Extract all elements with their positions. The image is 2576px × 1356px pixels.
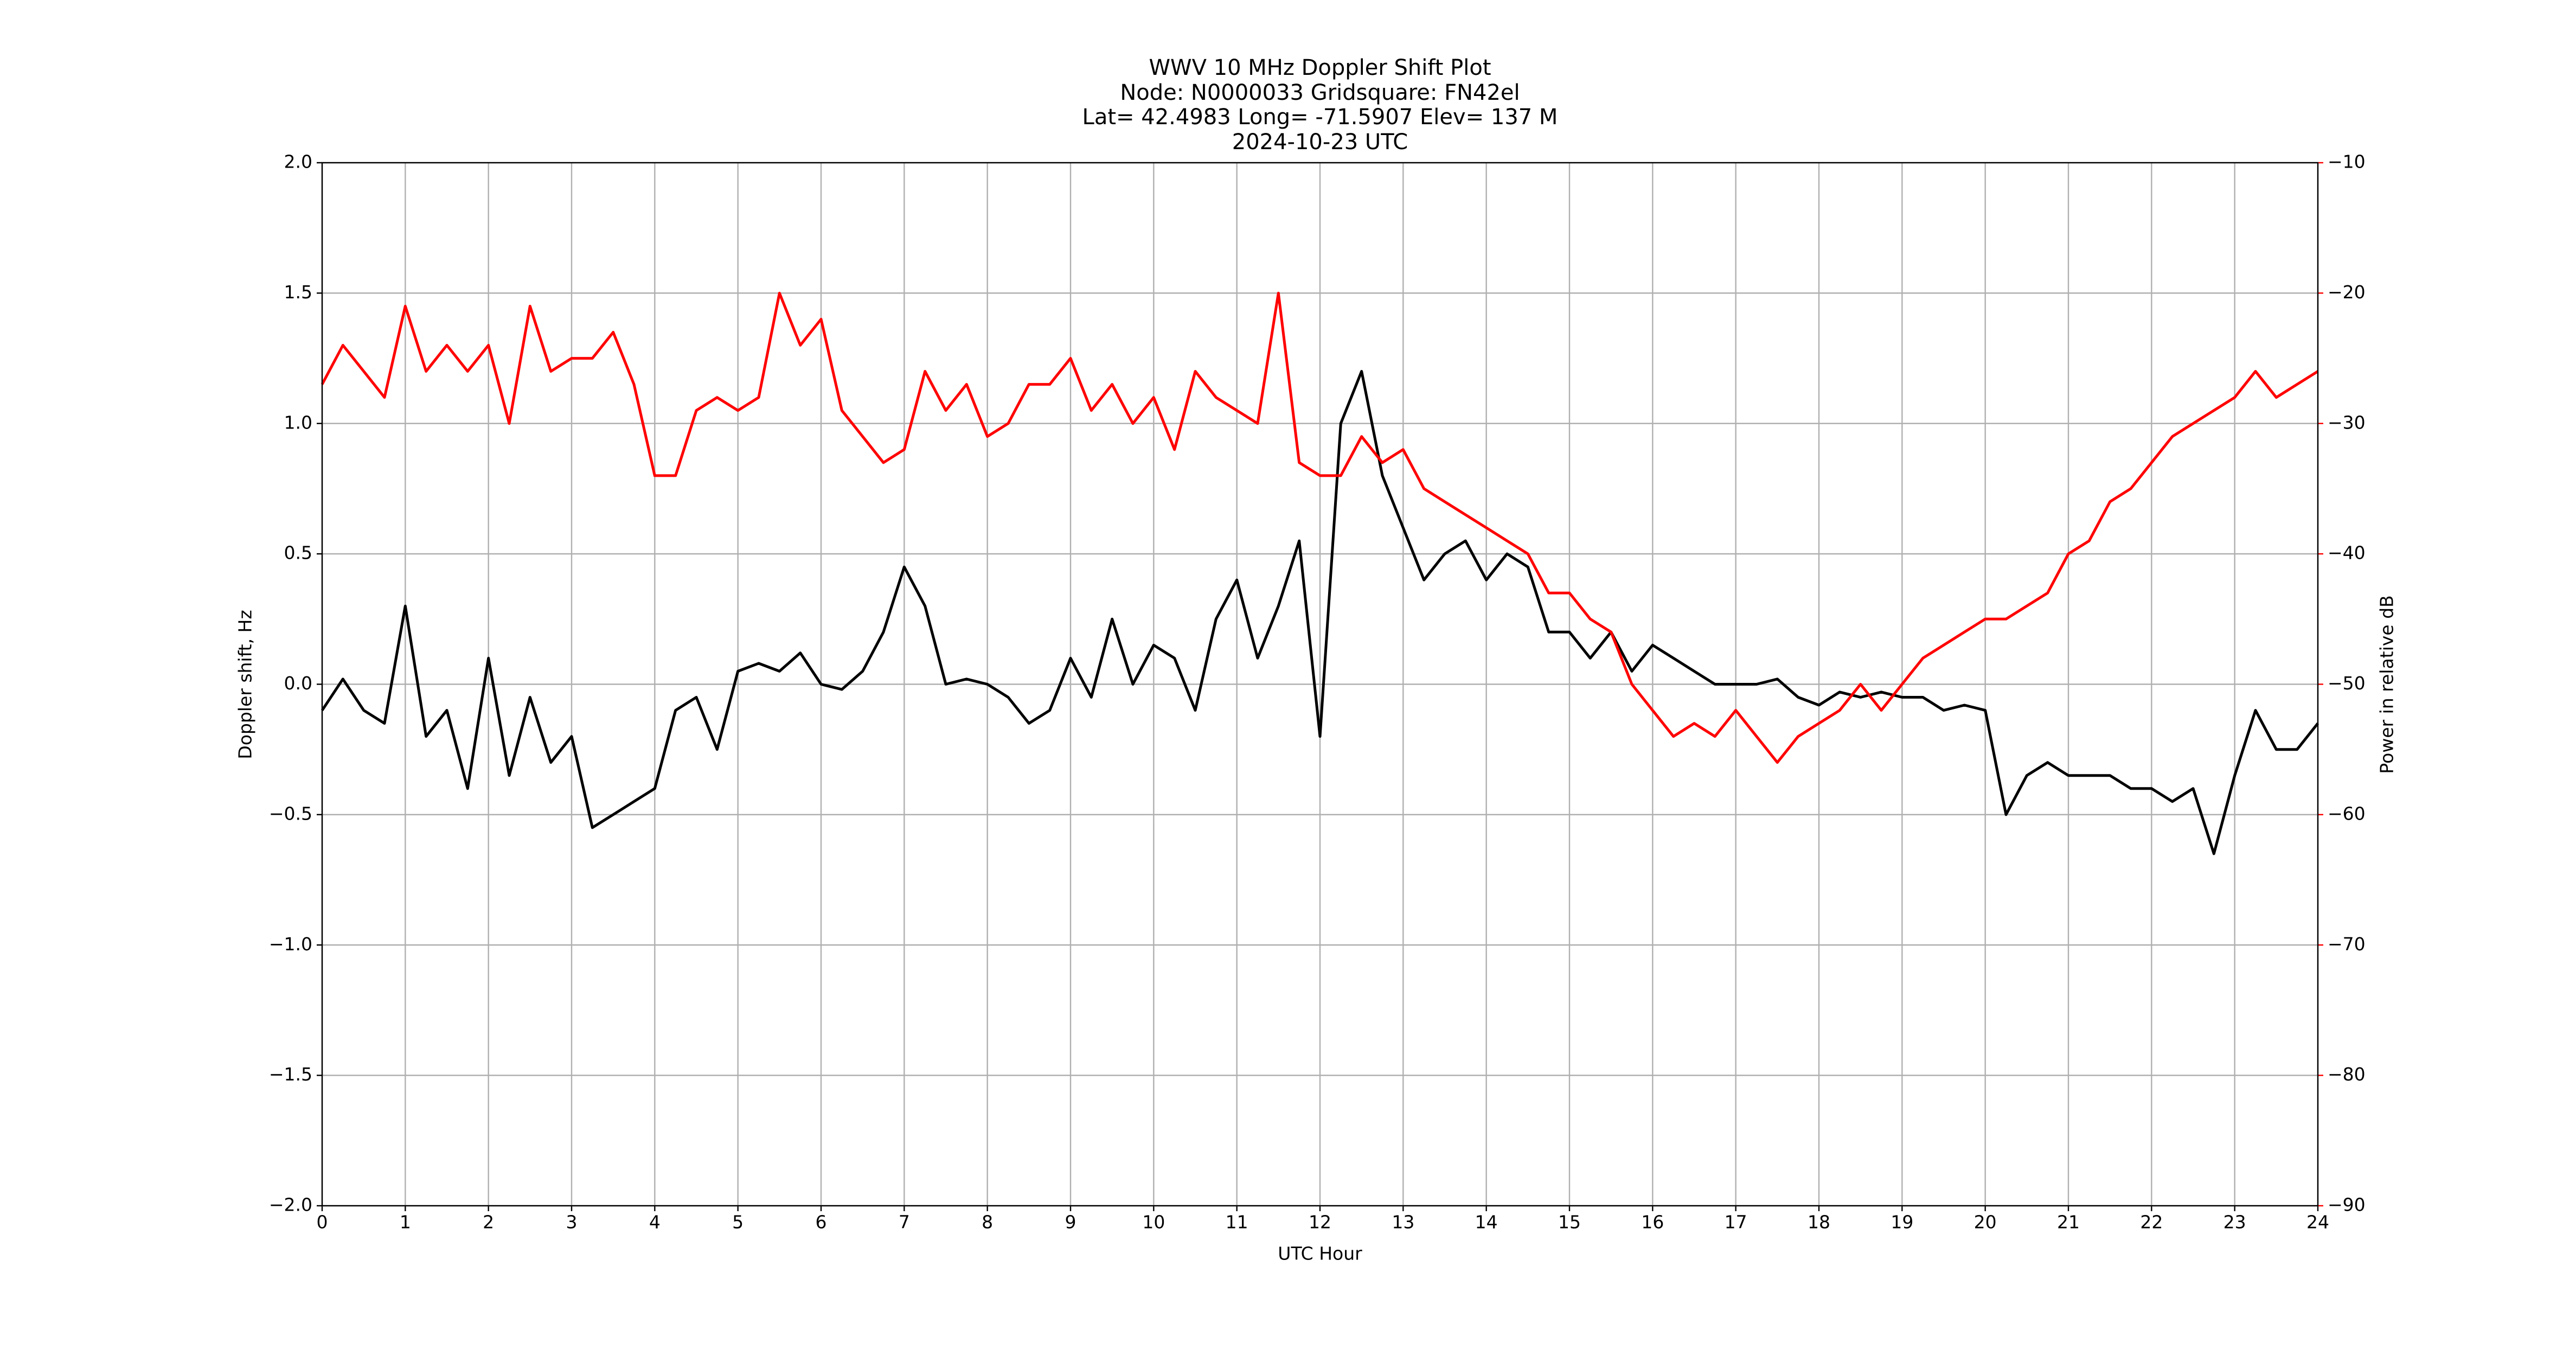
y2-tick-label: −90 (2328, 1194, 2366, 1216)
x-tick-label: 7 (899, 1212, 910, 1233)
x-tick-label: 18 (1808, 1212, 1830, 1233)
x-tick-label: 17 (1725, 1212, 1747, 1233)
y2-tick-label: −40 (2328, 542, 2366, 564)
x-tick-label: 10 (1142, 1212, 1165, 1233)
x-tick-label: 3 (566, 1212, 578, 1233)
x-tick-label: 11 (1226, 1212, 1248, 1233)
x-tick-label: 6 (816, 1212, 827, 1233)
x-tick-label: 22 (2140, 1212, 2163, 1233)
x-tick-label: 21 (2057, 1212, 2080, 1233)
y-tick-label: 1.5 (284, 282, 312, 303)
x-tick-label: 24 (2306, 1212, 2329, 1233)
x-tick-label: 0 (317, 1212, 328, 1233)
y2-tick-label: −50 (2328, 673, 2366, 694)
y-tick-label: 1.0 (284, 412, 312, 433)
x-tick-label: 15 (1558, 1212, 1581, 1233)
y-axis-label: Doppler shift, Hz (235, 610, 256, 759)
data-line (321, 370, 2319, 855)
data-line (321, 291, 2319, 764)
x-tick-label: 20 (1974, 1212, 1997, 1233)
x-tick-label: 1 (400, 1212, 411, 1233)
x-tick-label: 12 (1309, 1212, 1331, 1233)
y-tick-label: 0.5 (284, 542, 312, 564)
y-tick-label: −1.5 (269, 1064, 312, 1085)
y-tick-label: 2.0 (284, 151, 312, 172)
y2-tick-label: −80 (2328, 1064, 2366, 1085)
x-tick-label: 19 (1891, 1212, 1913, 1233)
x-tick-label: 9 (1065, 1212, 1076, 1233)
y2-axis-label: Power in relative dB (2376, 595, 2398, 773)
y-tick-label: −0.5 (269, 803, 312, 824)
x-tick-label: 8 (982, 1212, 993, 1233)
x-tick-label: 23 (2223, 1212, 2246, 1233)
y-tick-label: −1.0 (269, 933, 312, 955)
x-axis-label: UTC Hour (1278, 1243, 1362, 1264)
chart-subtitle: Lat= 42.4983 Long= -71.5907 Elev= 137 M (1082, 105, 1558, 130)
x-tick-label: 13 (1392, 1212, 1414, 1233)
x-tick-label: 5 (732, 1212, 744, 1233)
y-tick-label: 0.0 (284, 673, 312, 694)
y2-tick-label: −70 (2328, 933, 2366, 955)
y2-tick-label: −20 (2328, 282, 2366, 303)
plot-frame (321, 162, 2319, 1207)
y-tick-label: −2.0 (269, 1194, 312, 1216)
chart-subtitle: Node: N0000033 Gridsquare: FN42el (1120, 80, 1520, 105)
x-tick-label: 16 (1641, 1212, 1664, 1233)
y2-tick-label: −30 (2328, 412, 2366, 433)
chart-subtitle: 2024-10-23 UTC (1232, 130, 1408, 155)
y2-tick-label: −60 (2328, 803, 2366, 824)
chart-title: WWV 10 MHz Doppler Shift Plot (1149, 55, 1491, 80)
x-tick-label: 14 (1475, 1212, 1498, 1233)
x-tick-label: 2 (483, 1212, 494, 1233)
x-tick-label: 4 (649, 1212, 661, 1233)
y2-tick-label: −10 (2328, 151, 2366, 172)
